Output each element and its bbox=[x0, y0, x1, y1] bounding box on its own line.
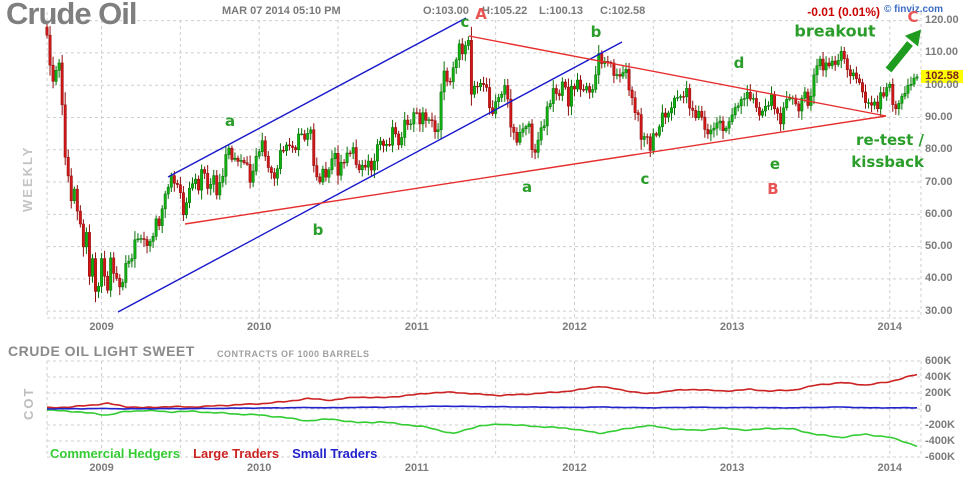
price-axis-label: 60.00 bbox=[925, 207, 953, 220]
price-axis-label: 90.00 bbox=[925, 110, 953, 123]
year-label: 2014 bbox=[877, 321, 902, 333]
cot-line-small-traders bbox=[46, 405, 918, 410]
cot-axis-label: -200K bbox=[925, 419, 955, 431]
cot-year-label: 2011 bbox=[404, 462, 429, 474]
trend-lines bbox=[117, 17, 887, 313]
wave-label-e: e bbox=[769, 155, 781, 173]
cot-subtitle: CONTRACTS OF 1000 BARRELS bbox=[217, 349, 370, 359]
main-grid bbox=[46, 12, 922, 319]
wave-label-C: C bbox=[907, 8, 919, 26]
current-price-tag: 102.58 bbox=[921, 70, 963, 83]
retest-line1: re-test / bbox=[856, 131, 924, 149]
cot-year-label: 2013 bbox=[719, 462, 745, 474]
trend-line-channel-upper bbox=[167, 17, 467, 178]
price-axis-label: 80.00 bbox=[925, 143, 953, 156]
trend-line-triangle-upper bbox=[468, 35, 887, 117]
quote-low: L:100.13 bbox=[539, 5, 584, 17]
quote-open: O:103.00 bbox=[423, 5, 469, 17]
cot-axis-label: -400K bbox=[925, 435, 955, 447]
cot-series bbox=[46, 373, 918, 448]
quote-change: -0.01 (0.01%) bbox=[807, 5, 880, 19]
quote-high: H:105.22 bbox=[482, 5, 528, 17]
wave-label-A: A bbox=[475, 5, 487, 23]
year-label: 2013 bbox=[719, 321, 745, 333]
wave-label-c: c bbox=[460, 13, 470, 31]
wave-label-a: a bbox=[224, 112, 236, 130]
breakout-arrow-icon bbox=[885, 29, 921, 73]
trend-line-triangle-lower bbox=[184, 115, 887, 225]
wave-label-b: b bbox=[312, 221, 324, 239]
retest-annotation: re-test / kissback bbox=[851, 129, 924, 173]
cot-axis-label: 200K bbox=[925, 387, 952, 399]
finviz-brand-link[interactable]: © finviz.com bbox=[884, 4, 944, 15]
wave-label-d: d bbox=[733, 54, 745, 72]
wave-label-b: b bbox=[590, 23, 602, 41]
cot-year-label: 2012 bbox=[562, 462, 587, 474]
year-label: 2012 bbox=[562, 321, 587, 333]
cot-year-label: 2010 bbox=[246, 462, 272, 474]
cot-year-label: 2009 bbox=[89, 462, 114, 474]
legend-item-small-traders: Small Traders bbox=[292, 446, 378, 461]
cot-axis-label: 400K bbox=[925, 371, 952, 383]
year-label: 2011 bbox=[404, 321, 429, 333]
price-axis-label: 50.00 bbox=[925, 240, 953, 253]
cot-line-commercial-hedgers bbox=[46, 408, 918, 448]
wave-label-a: a bbox=[521, 178, 533, 196]
trend-line-channel-lower bbox=[117, 41, 623, 313]
retest-line2: kissback bbox=[851, 153, 924, 171]
price-axis-label: 70.00 bbox=[925, 175, 953, 188]
year-label: 2010 bbox=[246, 321, 272, 333]
price-axis-label: 100.00 bbox=[925, 78, 959, 91]
quote-timestamp: MAR 07 2014 05:10 PM bbox=[222, 5, 341, 17]
price-axis-label: 110.00 bbox=[925, 46, 959, 59]
legend-item-commercial-hedgers: Commercial Hedgers bbox=[50, 446, 181, 461]
page-title: Crude Oil bbox=[6, 0, 138, 31]
breakout-annotation: breakout bbox=[794, 21, 876, 41]
year-label: 2009 bbox=[89, 321, 114, 333]
price-axis-label: 40.00 bbox=[925, 272, 953, 285]
legend-item-large-traders: Large Traders bbox=[193, 446, 280, 461]
timeframe-watermark: WEEKLY bbox=[20, 145, 35, 212]
cot-year-label: 2014 bbox=[877, 462, 902, 474]
wave-label-c: c bbox=[640, 170, 650, 188]
candlestick-series bbox=[45, 22, 919, 303]
quote-close: C:102.58 bbox=[600, 5, 646, 17]
cot-watermark: COT bbox=[21, 386, 36, 420]
cot-axis-label: 0 bbox=[925, 403, 932, 415]
wave-label-B: B bbox=[767, 180, 779, 198]
cot-axis-label: 600K bbox=[925, 355, 952, 367]
price-axis-label: 30.00 bbox=[925, 304, 953, 317]
cot-axis-label: -600K bbox=[925, 451, 955, 463]
cot-title: CRUDE OIL LIGHT SWEET bbox=[8, 343, 195, 359]
price-axis-label: 120.00 bbox=[925, 14, 959, 27]
cot-line-large-traders bbox=[47, 373, 918, 409]
cot-legend: Commercial Hedgers Large Traders Small Tra… bbox=[50, 446, 390, 461]
